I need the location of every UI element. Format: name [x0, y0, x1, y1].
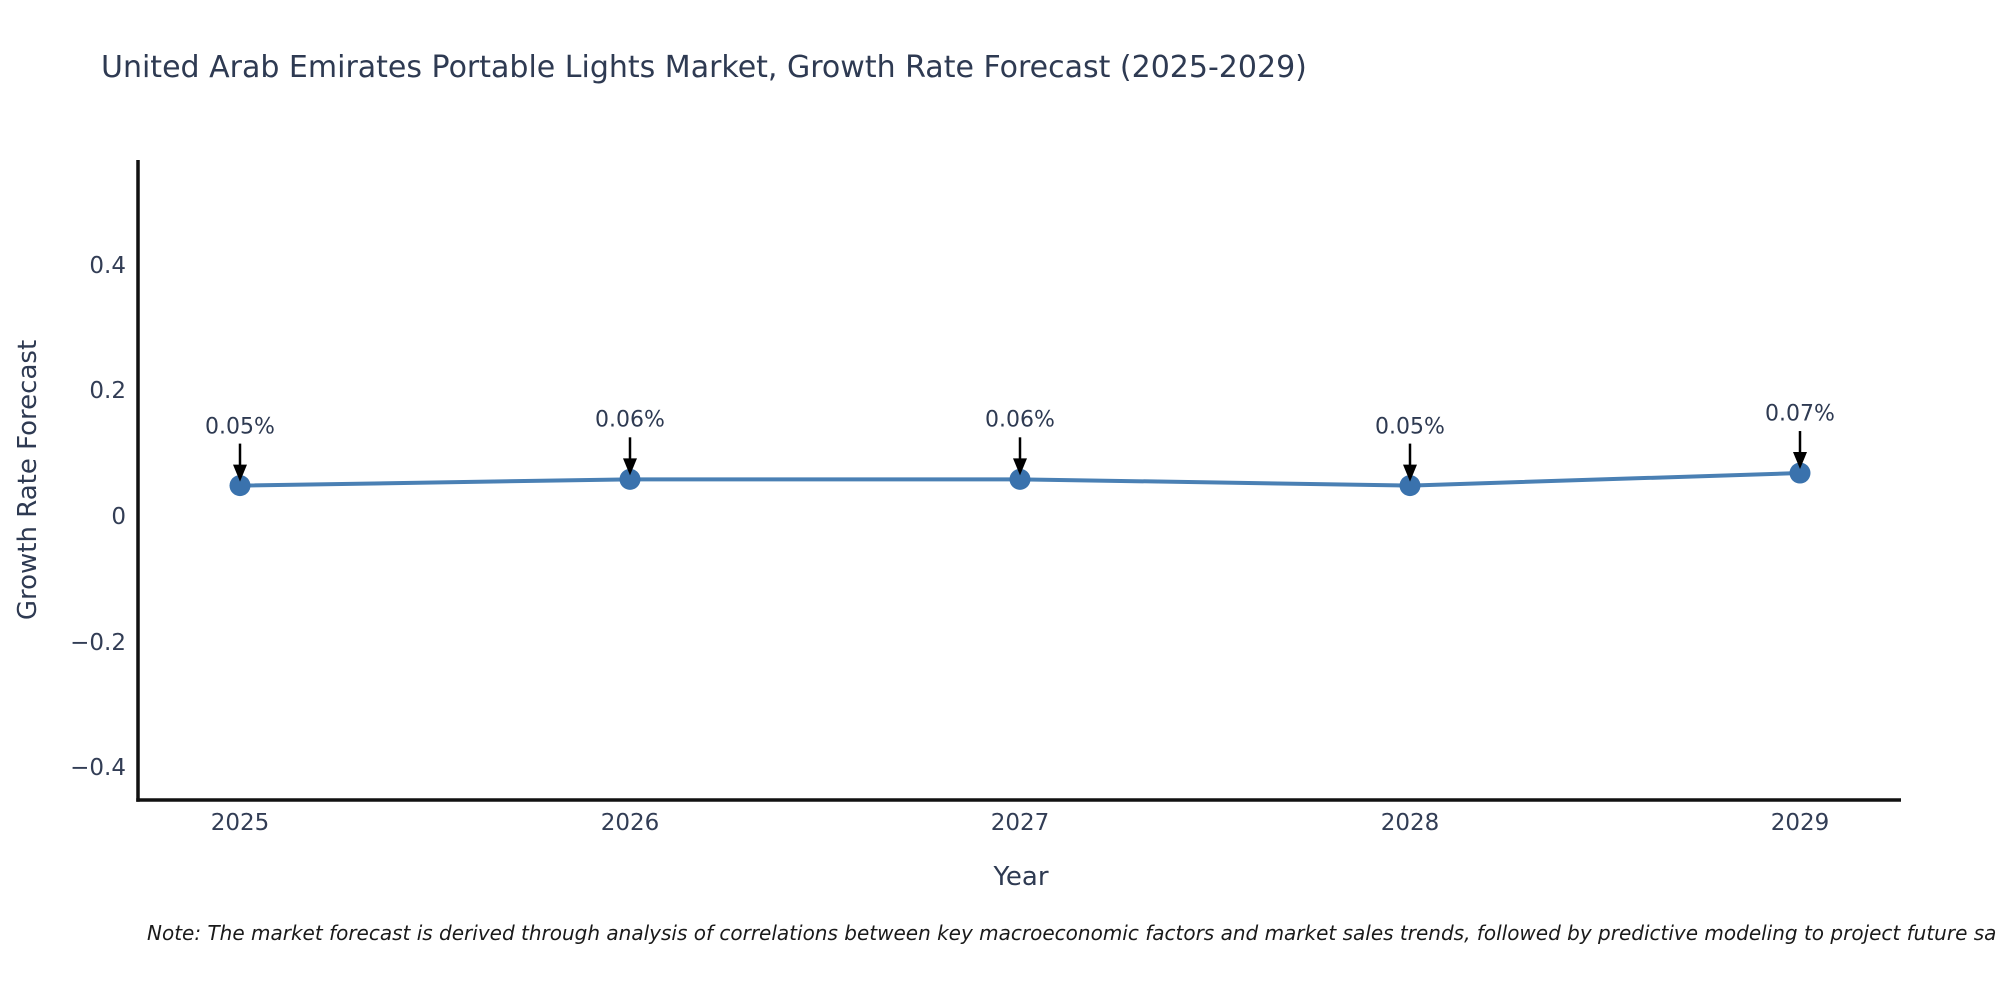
point-value-label: 0.06%: [985, 407, 1055, 433]
point-value-label: 0.07%: [1765, 401, 1835, 427]
chart-title: United Arab Emirates Portable Lights Mar…: [101, 50, 1307, 85]
y-tick-label: 0.2: [89, 378, 126, 405]
annotation-arrow-head: [1793, 452, 1807, 470]
data-point-marker: [619, 468, 641, 490]
annotation-arrow-head: [1403, 464, 1417, 482]
y-tick-label: 0.4: [89, 252, 126, 279]
x-tick-label: 2029: [1770, 810, 1830, 836]
point-value-label: 0.06%: [595, 407, 665, 433]
x-tick-label: 2025: [210, 810, 270, 836]
y-tick-label: −0.4: [70, 755, 126, 782]
annotation-arrow-head: [623, 458, 637, 476]
x-axis-title: Year: [993, 862, 1049, 892]
y-axis-title: Growth Rate Forecast: [13, 339, 43, 621]
x-tick-label: 2026: [600, 810, 660, 836]
annotation-arrow-head: [1013, 458, 1027, 476]
data-point-marker: [1399, 475, 1421, 497]
point-value-label: 0.05%: [1375, 414, 1445, 440]
x-tick-label: 2027: [990, 810, 1050, 836]
footnote-text: Note: The market forecast is derived thr…: [147, 921, 1997, 945]
y-tick-label: −0.2: [70, 629, 126, 656]
data-point-marker: [229, 475, 251, 497]
data-point-marker: [1789, 462, 1811, 484]
annotation-arrow-head: [233, 464, 247, 482]
point-value-label: 0.05%: [205, 414, 275, 440]
y-tick-label: 0: [111, 504, 126, 530]
x-tick-label: 2028: [1380, 810, 1440, 836]
data-point-marker: [1009, 468, 1031, 490]
